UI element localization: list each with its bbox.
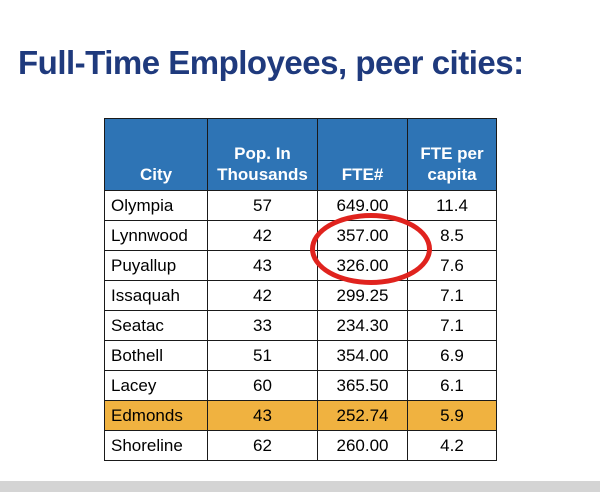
cell-city: Issaquah — [104, 280, 208, 311]
cell-fte: 354.00 — [317, 340, 408, 371]
cell-city: Shoreline — [104, 430, 208, 461]
table-row: Lacey 60 365.50 6.1 — [104, 370, 497, 401]
column-header-city: City — [104, 118, 208, 191]
cell-fte: 357.00 — [317, 220, 408, 251]
cell-pop_in_thousands: 43 — [207, 400, 318, 431]
page-title: Full-Time Employees, peer cities: — [18, 44, 524, 81]
bottom-bar — [0, 481, 600, 492]
table-row: Seatac 33 234.30 7.1 — [104, 310, 497, 341]
column-header-pop_in_thousands: Pop. In Thousands — [207, 118, 318, 191]
table-row: Lynnwood 42 357.00 8.5 — [104, 220, 497, 251]
cell-fte: 326.00 — [317, 250, 408, 281]
cell-city: Bothell — [104, 340, 208, 371]
cell-city: Lynnwood — [104, 220, 208, 251]
table-row: Bothell 51 354.00 6.9 — [104, 340, 497, 371]
cell-fte: 234.30 — [317, 310, 408, 341]
fte-table-container: City Pop. In Thousands FTE# FTE per capita Ol… — [104, 118, 497, 461]
cell-pop_in_thousands: 62 — [207, 430, 318, 461]
header-row: City Pop. In Thousands FTE# FTE per capita — [104, 118, 497, 191]
cell-fte_per_capita: 11.4 — [407, 190, 497, 221]
cell-fte_per_capita: 7.1 — [407, 280, 497, 311]
column-header-fte: FTE# — [317, 118, 408, 191]
cell-fte_per_capita: 4.2 — [407, 430, 497, 461]
table-row: Issaquah 42 299.25 7.1 — [104, 280, 497, 311]
table-row: Olympia 57 649.00 11.4 — [104, 190, 497, 221]
cell-fte_per_capita: 5.9 — [407, 400, 497, 431]
cell-pop_in_thousands: 43 — [207, 250, 318, 281]
cell-fte: 260.00 — [317, 430, 408, 461]
cell-fte_per_capita: 7.1 — [407, 310, 497, 341]
cell-fte_per_capita: 6.1 — [407, 370, 497, 401]
table-row: Edmonds 43 252.74 5.9 — [104, 400, 497, 431]
cell-pop_in_thousands: 33 — [207, 310, 318, 341]
cell-fte: 252.74 — [317, 400, 408, 431]
column-header-fte_per_capita: FTE per capita — [407, 118, 497, 191]
cell-fte_per_capita: 7.6 — [407, 250, 497, 281]
cell-fte: 649.00 — [317, 190, 408, 221]
fte-table: City Pop. In Thousands FTE# FTE per capita Ol… — [104, 118, 497, 461]
cell-pop_in_thousands: 51 — [207, 340, 318, 371]
cell-pop_in_thousands: 60 — [207, 370, 318, 401]
cell-fte_per_capita: 6.9 — [407, 340, 497, 371]
cell-pop_in_thousands: 57 — [207, 190, 318, 221]
cell-city: Lacey — [104, 370, 208, 401]
cell-city: Puyallup — [104, 250, 208, 281]
cell-city: Seatac — [104, 310, 208, 341]
table-body: Olympia 57 649.00 11.4 Lynnwood 42 357.00 8.5 Pu… — [104, 190, 497, 461]
cell-fte_per_capita: 8.5 — [407, 220, 497, 251]
cell-pop_in_thousands: 42 — [207, 280, 318, 311]
cell-fte: 365.50 — [317, 370, 408, 401]
cell-city: Edmonds — [104, 400, 208, 431]
cell-fte: 299.25 — [317, 280, 408, 311]
cell-city: Olympia — [104, 190, 208, 221]
table-row: Shoreline 62 260.00 4.2 — [104, 430, 497, 461]
cell-pop_in_thousands: 42 — [207, 220, 318, 251]
table-header: City Pop. In Thousands FTE# FTE per capita — [104, 118, 497, 191]
table-row: Puyallup 43 326.00 7.6 — [104, 250, 497, 281]
